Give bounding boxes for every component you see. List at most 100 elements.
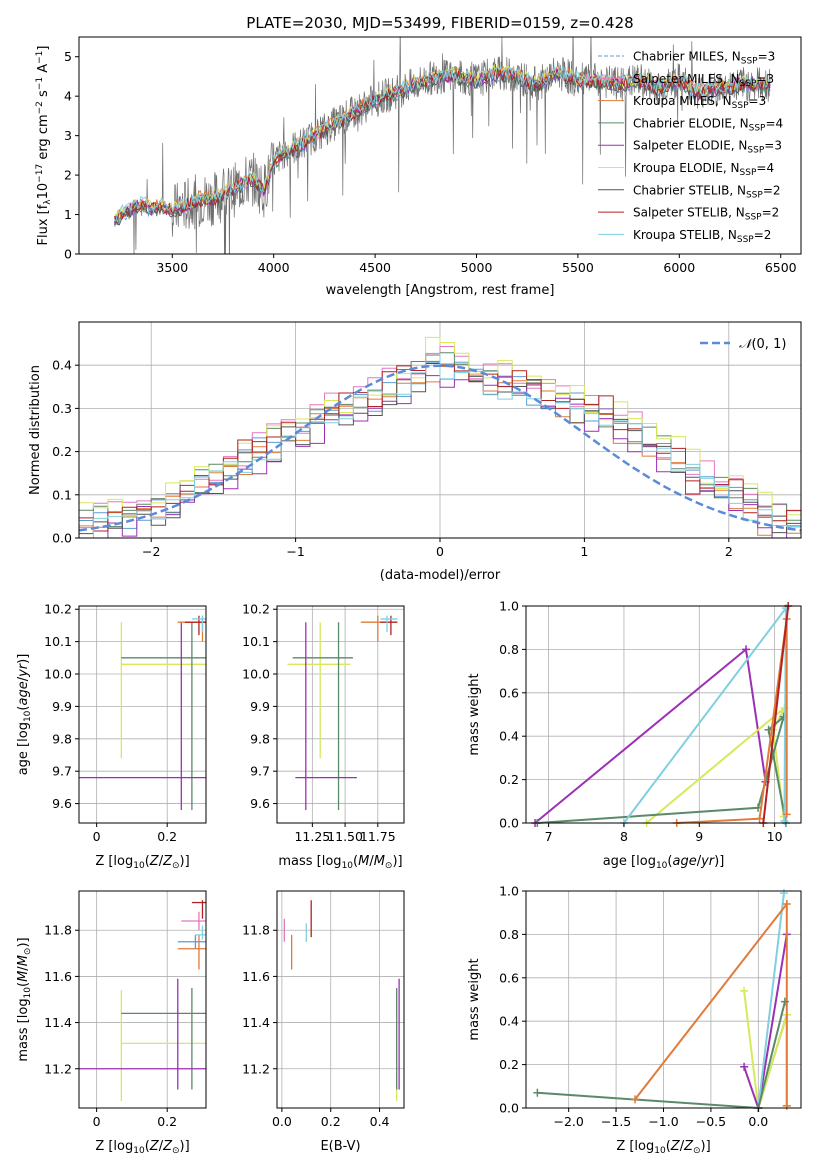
plus-marker: [740, 1062, 749, 1071]
legend-label: Chabrier STELIB, NSSP=2: [633, 183, 781, 200]
y-tick-label: 9.9: [52, 699, 72, 714]
x-axis-label: Z [log10(Z/Z⊙)]: [95, 1139, 189, 1156]
y-tick-label: 5: [64, 49, 72, 64]
y-tick-label: 0.0: [52, 531, 72, 546]
plus-marker: [742, 645, 750, 654]
y-tick-label: 0.3: [52, 401, 72, 416]
y-tick-label: 11.8: [44, 923, 72, 938]
x-tick-label: −1.5: [601, 1114, 631, 1129]
plus-marker: [782, 900, 791, 909]
x-tick-label: −1: [286, 544, 304, 559]
x-axis-label: mass [log10(M/M⊙)]: [278, 854, 402, 871]
x-tick-label: 0.4: [370, 1114, 390, 1129]
x-tick-label: 0: [436, 544, 444, 559]
y-axis-label: mass [log10(M/M⊙)]: [16, 937, 33, 1061]
x-tick-label: 2: [725, 544, 733, 559]
x-axis-label: (data-model)/error: [380, 568, 501, 583]
y-tick-label: 0.4: [499, 729, 519, 744]
legend-label: 𝒩(0, 1): [739, 337, 786, 352]
x-axis-label: age [log10(age/yr)]: [603, 854, 725, 871]
x-tick-label: 0: [93, 829, 101, 844]
mass-vs-EBV-chart: 0.0 0.2 0.4 11.2 11.4 11.6 11.8 E(B-V): [242, 890, 405, 1154]
x-tick-label: −2.0: [553, 1114, 583, 1129]
y-tick-label: 11.4: [44, 1015, 72, 1030]
histogram-step-line: [79, 336, 801, 522]
y-tick-label: 9.9: [250, 699, 270, 714]
y-axis-label: mass weight: [467, 673, 482, 755]
y-tick-label: 0.2: [499, 1057, 519, 1072]
spectrum-chart: 3500 4000 4500 5000 5500 6000 6500 0 1 2 3 4 5 PLATE=…: [35, 14, 802, 298]
x-tick-label: −2: [142, 544, 160, 559]
axes-frame: [276, 890, 405, 1109]
axes-frame: [78, 890, 207, 1109]
legend-label: Salpeter ELODIE, NSSP=3: [633, 139, 782, 156]
x-tick-label: 0.2: [157, 1114, 177, 1129]
y-tick-label: 10.1: [44, 634, 72, 649]
legend-label: Chabrier MILES, NSSP=3: [633, 50, 775, 67]
x-tick-label: 6000: [663, 260, 695, 275]
y-tick-label: 11.6: [242, 969, 270, 984]
mass-weight-line: [676, 618, 788, 824]
y-axis-label: Flux [fλ10−17 erg cm−2 s−1 A−1]: [35, 46, 53, 246]
chart-title: PLATE=2030, MJD=53499, FIBERID=0159, z=0…: [246, 14, 633, 32]
legend-label: Chabrier ELODIE, NSSP=4: [633, 116, 783, 133]
mass-weight-line: [623, 605, 787, 824]
x-axis-label: E(B-V): [320, 1139, 360, 1154]
y-tick-label: 9.6: [52, 796, 72, 811]
y-tick-label: 0: [64, 247, 72, 262]
x-tick-label: 5500: [562, 260, 594, 275]
x-axis-label: Z [log10(Z/Z⊙)]: [95, 854, 189, 871]
plus-marker: [780, 997, 789, 1006]
plus-marker: [782, 810, 791, 819]
plus-marker: [779, 889, 788, 898]
plus-marker: [631, 1095, 640, 1104]
plot-area: [531, 602, 793, 827]
x-tick-label: 11.50: [327, 829, 363, 844]
y-tick-label: 9.6: [250, 796, 270, 811]
legend-label: Kroupa STELIB, NSSP=2: [633, 228, 771, 245]
x-axis-label: Z [log10(Z/Z⊙)]: [616, 1139, 710, 1156]
residual-chart: −2 −1 0 1 2 0.0 0.1 0.2 0.3 0.4 (data-model)/error…: [28, 321, 802, 583]
x-tick-label: 11.75: [360, 829, 396, 844]
x-tick-label: 0: [93, 1114, 101, 1129]
massweight-vs-age-chart: 7 8 9 10 0.0 0.2 0.4 0.6 0.8 1.0 age [log10(age/yr…: [467, 599, 802, 871]
y-tick-label: 10.2: [242, 602, 270, 617]
y-tick-label: 0.4: [499, 1014, 519, 1029]
y-tick-label: 11.2: [44, 1061, 72, 1076]
x-tick-label: 11.25: [294, 829, 330, 844]
x-tick-label: −1.0: [648, 1114, 678, 1129]
y-tick-label: 10.2: [44, 602, 72, 617]
plus-marker: [533, 1088, 542, 1097]
y-tick-label: 11.2: [242, 1061, 270, 1076]
spectrum-plot-area: [114, 37, 771, 254]
age-vs-Z-chart: 0 0.2 9.6 9.7 9.8 9.9 10.0 10.1 10.2 Z [log10(Z/Z…: [16, 602, 207, 871]
y-tick-label: 11.4: [242, 1015, 270, 1030]
x-tick-label: 9: [695, 829, 703, 844]
axes-frame: [78, 605, 207, 824]
y-tick-label: 0.1: [52, 487, 72, 502]
plus-marker: [755, 814, 764, 823]
plot-area: [79, 900, 206, 1102]
y-tick-label: 9.8: [250, 731, 270, 746]
plus-marker: [740, 986, 749, 995]
y-tick-label: 11.8: [242, 923, 270, 938]
y-tick-label: 10.0: [44, 667, 72, 682]
plus-marker: [782, 1101, 791, 1110]
y-tick-label: 11.6: [44, 969, 72, 984]
model-spectrum-line: [114, 64, 771, 222]
y-tick-label: 4: [64, 89, 72, 104]
y-tick-label: 10.0: [242, 667, 270, 682]
mass-weight-line: [757, 893, 785, 1109]
x-tick-label: 7: [545, 829, 553, 844]
y-tick-label: 10.1: [242, 634, 270, 649]
mass-weight-line: [645, 707, 786, 824]
legend-label: Kroupa MILES, NSSP=3: [633, 94, 766, 111]
x-tick-label: 1: [580, 544, 588, 559]
plot-area: [533, 889, 791, 1112]
x-tick-label: 4500: [359, 260, 391, 275]
plot-area: [283, 900, 400, 1102]
x-tick-label: 8: [620, 829, 628, 844]
y-tick-label: 9.8: [52, 731, 72, 746]
